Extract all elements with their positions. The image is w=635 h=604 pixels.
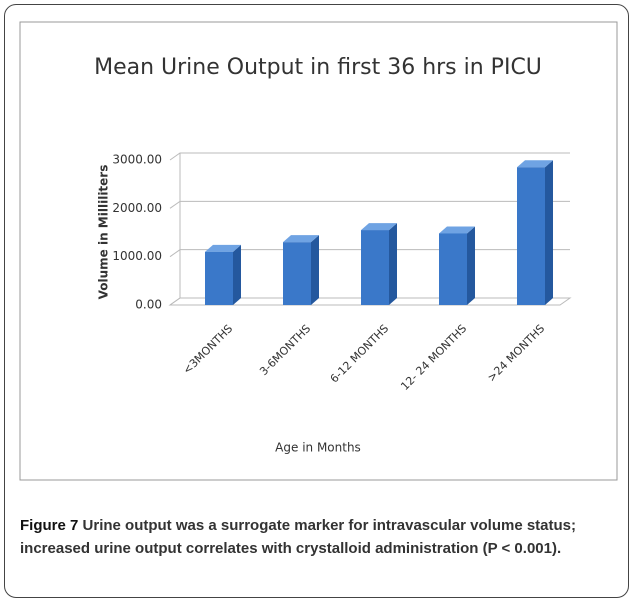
x-axis-label: Age in Months xyxy=(275,441,361,455)
bar-top xyxy=(205,244,241,252)
chart-title: Mean Urine Output in first 36 hrs in PIC… xyxy=(94,55,542,80)
y-tick-label: 0.00 xyxy=(135,298,162,312)
bar-top xyxy=(283,235,319,243)
bar xyxy=(517,167,545,305)
bar-side xyxy=(389,223,397,305)
caption-text: Urine output was a surrogate marker for … xyxy=(20,517,577,557)
chart: Mean Urine Output in first 36 hrs in PIC… xyxy=(19,21,618,481)
bar-side xyxy=(467,226,475,305)
bar-top xyxy=(361,223,397,231)
bar xyxy=(439,233,467,305)
caption: Figure 7 Urine output was a surrogate ma… xyxy=(20,514,620,560)
bar-side xyxy=(233,244,241,305)
bar-side xyxy=(311,235,319,305)
y-tick-label: 3000.00 xyxy=(112,153,162,167)
y-axis-label: Volume in Milliliters xyxy=(97,165,111,300)
floor xyxy=(168,297,572,306)
bar-side xyxy=(545,160,553,305)
y-tick-label: 2000.00 xyxy=(112,201,162,215)
bar-top xyxy=(517,160,553,168)
bar-top xyxy=(439,226,475,234)
bar xyxy=(283,242,311,305)
figure-label: Figure 7 xyxy=(20,517,79,534)
y-tick-label: 1000.00 xyxy=(112,249,162,263)
figure-frame xyxy=(4,4,629,598)
bar xyxy=(361,230,389,305)
bar xyxy=(205,251,233,305)
